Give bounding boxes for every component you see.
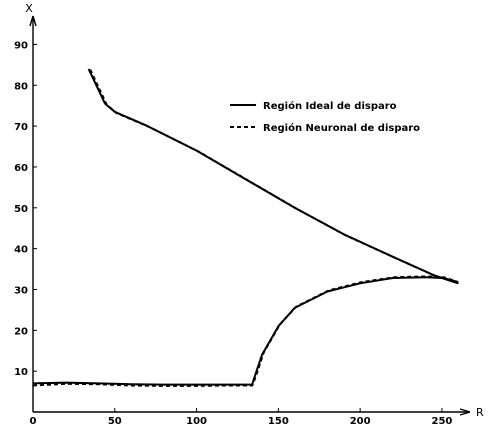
ideal-region-line-lower [32, 276, 459, 386]
legend-label: Región Neuronal de disparo [263, 122, 420, 134]
x-axis-label: R [476, 406, 484, 419]
x-tick-label: 100 [186, 416, 207, 425]
y-tick-label: 80 [14, 81, 28, 92]
neuronal-region-line-upper [89, 69, 459, 284]
y-tick-label: 60 [14, 163, 28, 174]
series-group [32, 68, 459, 387]
y-tick-label: 30 [14, 285, 28, 296]
ticks: 0 50 100 150 200 250 10 20 30 40 50 60 70 80 90 [14, 40, 452, 425]
y-axis-arrow-icon [29, 15, 37, 27]
x-tick-label: 150 [268, 416, 289, 425]
axes: RX [25, 2, 484, 419]
x-tick-label: 200 [350, 416, 371, 425]
y-tick-label: 90 [14, 40, 28, 51]
y-axis-label: X [25, 2, 33, 15]
x-tick-label: 50 [108, 416, 122, 425]
x-tick-label: 0 [30, 416, 37, 425]
y-tick-label: 20 [14, 326, 28, 337]
y-tick-label: 70 [14, 122, 28, 133]
y-tick-label: 10 [14, 367, 28, 378]
x-tick-label: 250 [431, 416, 452, 425]
neuronal-region-line-lower [32, 275, 459, 387]
legend: Región Ideal de disparo Región Neuronal d… [230, 100, 420, 134]
y-tick-label: 40 [14, 245, 28, 256]
x-axis-arrow-icon [459, 408, 471, 416]
legend-label: Región Ideal de disparo [263, 100, 397, 112]
y-tick-label: 50 [14, 204, 28, 215]
